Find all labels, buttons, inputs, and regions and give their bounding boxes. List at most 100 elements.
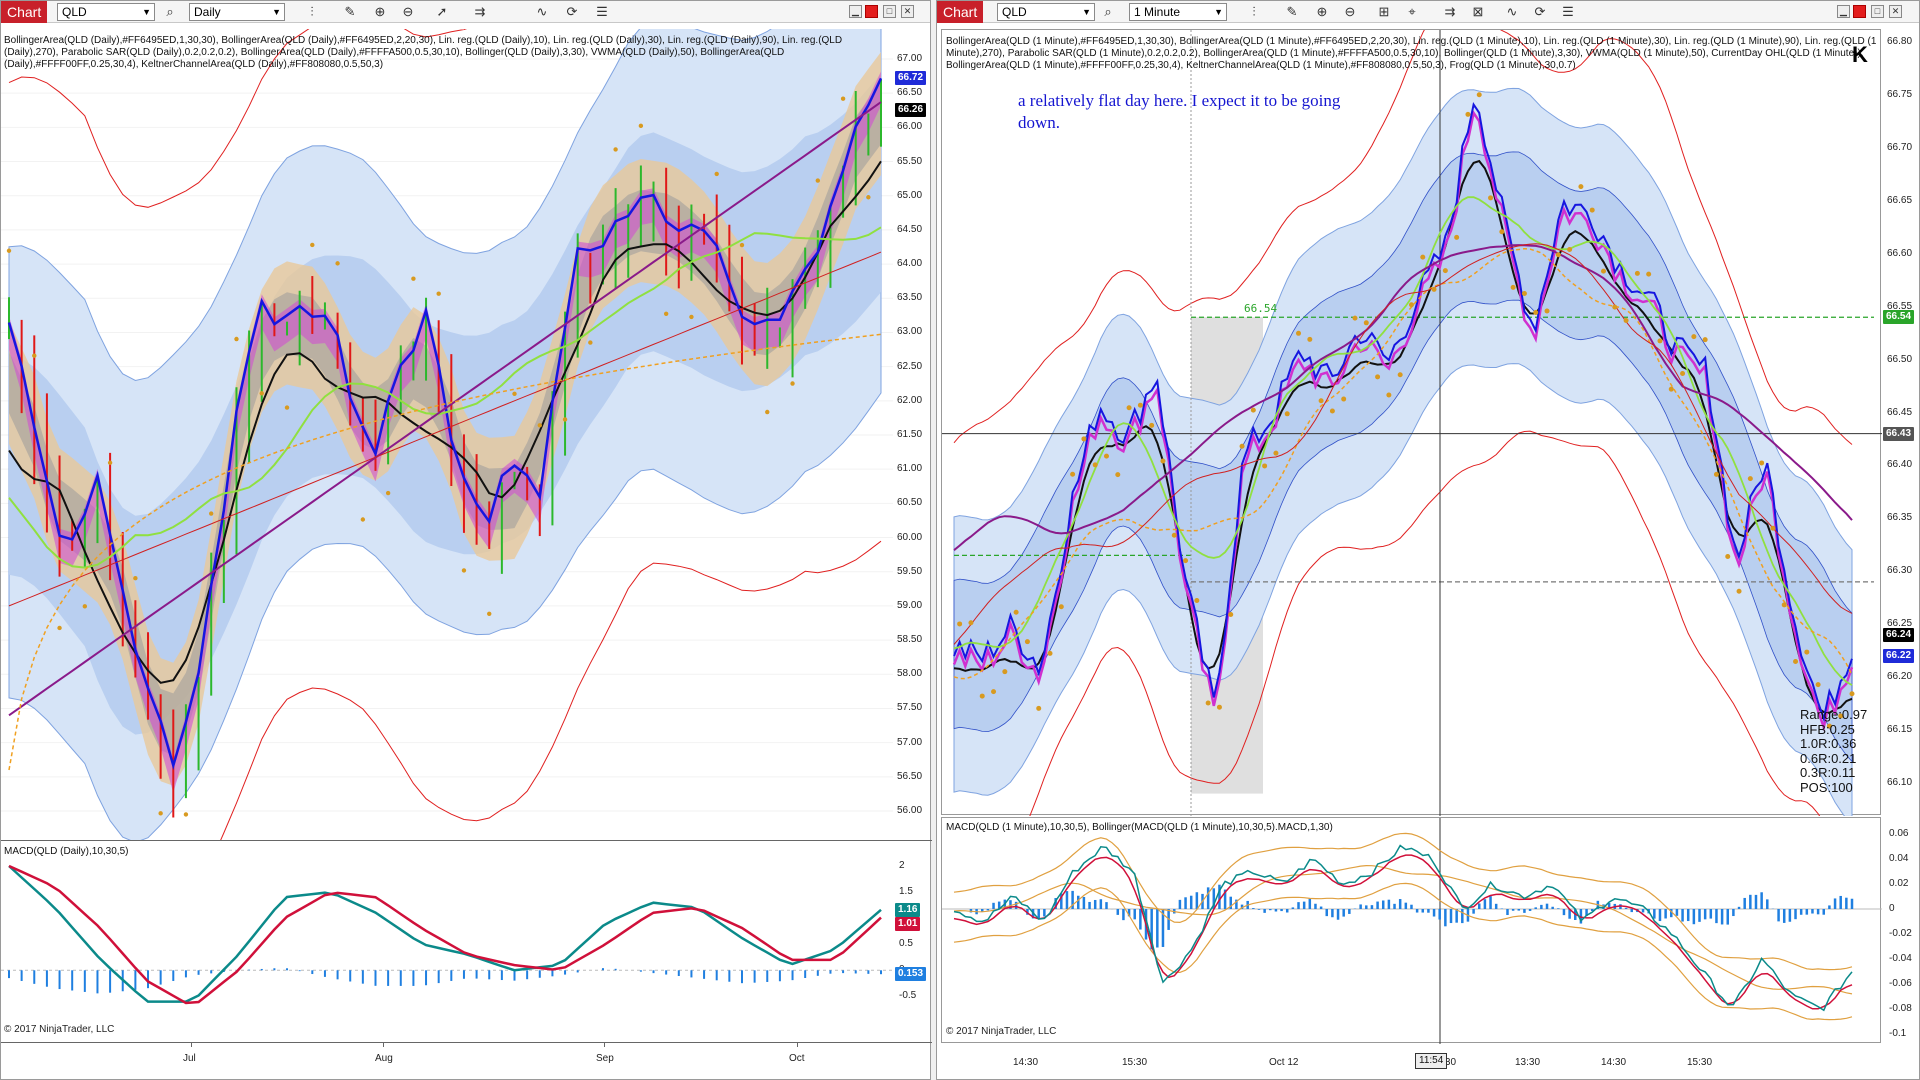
sar-dot: [6, 248, 12, 253]
refresh-icon[interactable]: ⟳: [1534, 4, 1546, 19]
minute-price-panel[interactable]: 66.54 BollingerArea(QLD (1 Minute),#FF64…: [941, 0, 1882, 899]
stat-line: HFB:0.25: [1800, 721, 1855, 737]
link-button[interactable]: [1853, 5, 1866, 18]
sar-dot: [1036, 705, 1042, 711]
interval-selector[interactable]: Daily ▼: [189, 3, 285, 21]
link-button[interactable]: [865, 5, 878, 18]
macd-signal-line: [8, 864, 882, 1005]
bollinger-3-line: [7, 77, 883, 771]
grid-icon[interactable]: ⊞: [1378, 4, 1390, 19]
draw-pencil-icon[interactable]: ✎: [1286, 4, 1298, 19]
date-tick-label: Aug: [375, 1053, 393, 1064]
strategies-icon[interactable]: ⇉: [1444, 4, 1456, 19]
refresh-icon[interactable]: ⟳: [566, 4, 578, 19]
macd-tick-label: -0.06: [1889, 978, 1912, 989]
bollinger-upper-line: [953, 0, 1853, 445]
sar-dot: [1849, 691, 1855, 697]
search-icon[interactable]: ⌕: [1104, 4, 1112, 19]
interval-selector[interactable]: 1 Minute ▼: [1129, 3, 1227, 21]
sar-dot: [310, 242, 315, 248]
price-tick-label: 56.00: [897, 805, 923, 816]
indicators-icon[interactable]: ∿: [1506, 4, 1518, 19]
macd-tick-label: 0.04: [1889, 853, 1909, 864]
sar-dot: [866, 195, 871, 200]
sar-dot: [1081, 436, 1087, 442]
price-tick-label: 62.50: [897, 360, 923, 372]
symbol-selector[interactable]: QLD ▼: [997, 3, 1095, 21]
properties-icon[interactable]: ☰: [596, 4, 608, 19]
chevron-down-icon: ▼: [1214, 7, 1223, 17]
price-tick-label: 58.50: [897, 634, 923, 646]
macd-tag: 1.16: [895, 902, 921, 917]
panel-divider: [1, 840, 932, 841]
chart-tab[interactable]: Chart: [937, 1, 984, 23]
strategies-icon[interactable]: ⇉: [474, 4, 486, 19]
price-tick-label: 66.50: [1887, 353, 1913, 365]
sar-dot: [1307, 336, 1313, 342]
price-tick-label: 62.00: [897, 394, 923, 406]
crosshair-icon[interactable]: ⌖: [1408, 4, 1416, 19]
linreg-10-line: [8, 160, 882, 684]
search-icon[interactable]: ⌕: [166, 4, 174, 19]
sar-dot: [1318, 398, 1324, 404]
sar-dot: [1284, 411, 1290, 417]
stat-line: Range:0.97: [1800, 707, 1868, 722]
sar-dot: [1194, 598, 1200, 604]
macd-signal-line: [953, 854, 1853, 1010]
close-button[interactable]: ✕: [901, 5, 914, 18]
indicators-icon[interactable]: ∿: [536, 4, 548, 19]
sar-dot: [1555, 252, 1561, 258]
daily-macd-panel[interactable]: MACD(QLD (Daily),10,30,5) © 2017 NinjaTr…: [1, 842, 893, 1042]
bar-type-icon[interactable]: ⫶: [310, 4, 314, 19]
close-button[interactable]: ✕: [1889, 5, 1902, 18]
price-tag: 66.24: [1883, 627, 1915, 642]
daily-price-panel[interactable]: BollingerArea(QLD (Daily),#FF6495ED,1,30…: [1, 0, 893, 965]
draw-pencil-icon[interactable]: ✎: [344, 4, 356, 19]
sar-dot: [1578, 184, 1584, 190]
time-tick-label: 14:30: [1601, 1057, 1627, 1068]
vwma-line: [8, 226, 882, 569]
price-tick-label: 66.80: [1887, 36, 1913, 47]
sar-dot: [1476, 92, 1482, 98]
price-tick-label: 66.35: [1887, 512, 1913, 524]
properties-icon[interactable]: ☰: [1562, 4, 1574, 19]
sar-dot: [1634, 270, 1640, 276]
macd-line: [953, 844, 1853, 1012]
sar-dot: [1725, 554, 1731, 560]
zoom-in-icon[interactable]: ⊕: [374, 4, 386, 19]
chart-annotation: a relatively flat day here. I expect it …: [1018, 91, 1341, 132]
chart-trader-icon[interactable]: ⊠: [1472, 4, 1484, 19]
price-tick-label: 60.00: [897, 531, 923, 543]
zoom-in-icon[interactable]: ⊕: [1316, 4, 1328, 19]
sar-dot: [1510, 284, 1516, 290]
bar-type-icon[interactable]: ⫶: [1252, 4, 1256, 19]
minute-macd-panel[interactable]: MACD(QLD (1 Minute),10,30,5), Bollinger(…: [941, 817, 1882, 1044]
sar-dot: [234, 336, 239, 342]
symbol-selector[interactable]: QLD ▼: [57, 3, 155, 21]
restore-button[interactable]: □: [1871, 5, 1884, 18]
indicator-legend: BollingerArea(QLD (1 Minute),#FF6495ED,1…: [946, 36, 1877, 71]
sar-dot: [259, 391, 264, 396]
date-tick-mark: [383, 1042, 384, 1047]
macd-line: [8, 865, 882, 1003]
price-tick-label: 64.50: [897, 223, 923, 235]
cursor-icon[interactable]: ➚: [436, 4, 448, 19]
chart-toolbar: Chart QLD ▼ ⌕ 1 Minute ▼ ⫶ ✎ ⊕ ⊖ ⊞ ⌖ ⇉ ⊠ ∿…: [937, 1, 1919, 23]
minimize-button[interactable]: ▁: [1837, 5, 1850, 18]
sar-dot: [968, 620, 974, 626]
price-tick-label: 63.00: [897, 326, 923, 338]
frog-marker-icon: K: [1852, 42, 1868, 67]
sar-dot: [689, 314, 694, 320]
minimize-button[interactable]: ▁: [849, 5, 862, 18]
daily-chart-window: Chart QLD ▼ ⌕ Daily ▼ ⫶ ✎ ⊕ ⊖ ➚ ⇉ ∿ ⟳ ☰ ▁ …: [0, 0, 932, 1080]
zoom-out-icon[interactable]: ⊖: [402, 4, 414, 19]
price-tag: 66.43: [1883, 426, 1915, 441]
chart-tab[interactable]: Chart: [1, 1, 48, 23]
sar-dot: [1815, 682, 1821, 688]
interval-value: Daily: [194, 5, 221, 19]
zoom-out-icon[interactable]: ⊖: [1344, 4, 1356, 19]
sar-dot: [1408, 302, 1414, 308]
linreg-30-line: [8, 333, 882, 771]
time-tick-label: 13:30: [1515, 1057, 1541, 1068]
restore-button[interactable]: □: [883, 5, 896, 18]
